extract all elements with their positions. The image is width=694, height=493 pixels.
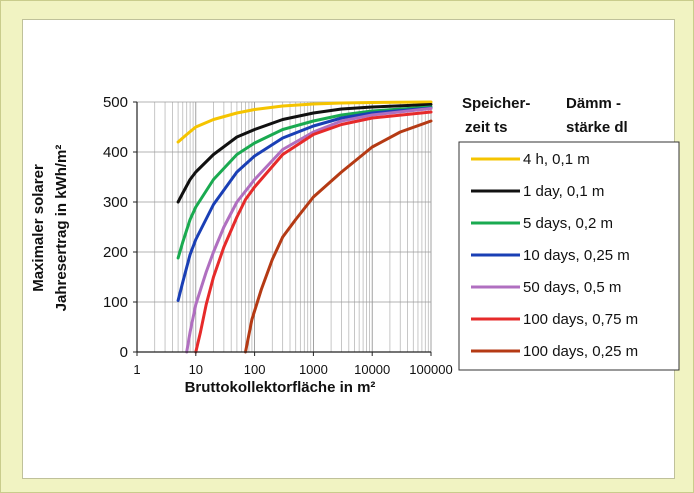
y-axis-label-line1: Maximaler solarer	[30, 164, 47, 292]
x-tick-label: 100000	[409, 362, 452, 377]
legend-label-5: 50 days, 0,5 m	[523, 279, 621, 296]
x-tick-label: 10	[189, 362, 203, 377]
x-tick-label: 1000	[299, 362, 328, 377]
series-line-6	[194, 110, 433, 354]
legend-label-3: 5 days, 0,2 m	[523, 215, 613, 232]
x-tick-label: 100	[244, 362, 266, 377]
series-line-4	[176, 106, 433, 302]
x-axis-label: Bruttokollektorfläche in m²	[185, 379, 376, 396]
legend-label-2: 1 day, 0,1 m	[523, 183, 604, 200]
legend-header-storage-line1: Speicher-	[462, 95, 530, 112]
x-tick-label: 10000	[354, 362, 390, 377]
y-axis-label-line2: Jahresertrag in kWh/m²	[53, 145, 70, 312]
axes: 0 100 200 300 400 500 1 10 100 1000 10000 100000	[103, 94, 453, 377]
legend-label-1: 4 h, 0,1 m	[523, 151, 590, 168]
legend-label-6: 100 days, 0,75 m	[523, 311, 638, 328]
legend-header-insulation-line1: Dämm -	[566, 95, 621, 112]
series-line-1	[176, 100, 433, 144]
series-line-5	[185, 107, 433, 354]
legend-header-insulation-line2: stärke dl	[566, 119, 628, 136]
series-line-2	[176, 103, 433, 204]
grid	[136, 101, 432, 353]
legend: 4 h, 0,1 m 1 day, 0,1 m 5 days, 0,2 m 10 da…	[471, 151, 638, 360]
series-lines	[176, 100, 433, 354]
y-tick-label: 100	[103, 294, 128, 311]
y-tick-label: 300	[103, 194, 128, 211]
series-line-3	[176, 105, 433, 260]
legend-header-storage-line2: zeit ts	[465, 119, 508, 136]
y-tick-label: 500	[103, 94, 128, 111]
legend-label-4: 10 days, 0,25 m	[523, 247, 630, 264]
y-tick-label: 400	[103, 144, 128, 161]
series-line-7	[244, 119, 433, 354]
x-tick-label: 1	[133, 362, 140, 377]
legend-label-7: 100 days, 0,25 m	[523, 343, 638, 360]
y-tick-label: 200	[103, 244, 128, 261]
y-tick-label: 0	[120, 344, 128, 361]
